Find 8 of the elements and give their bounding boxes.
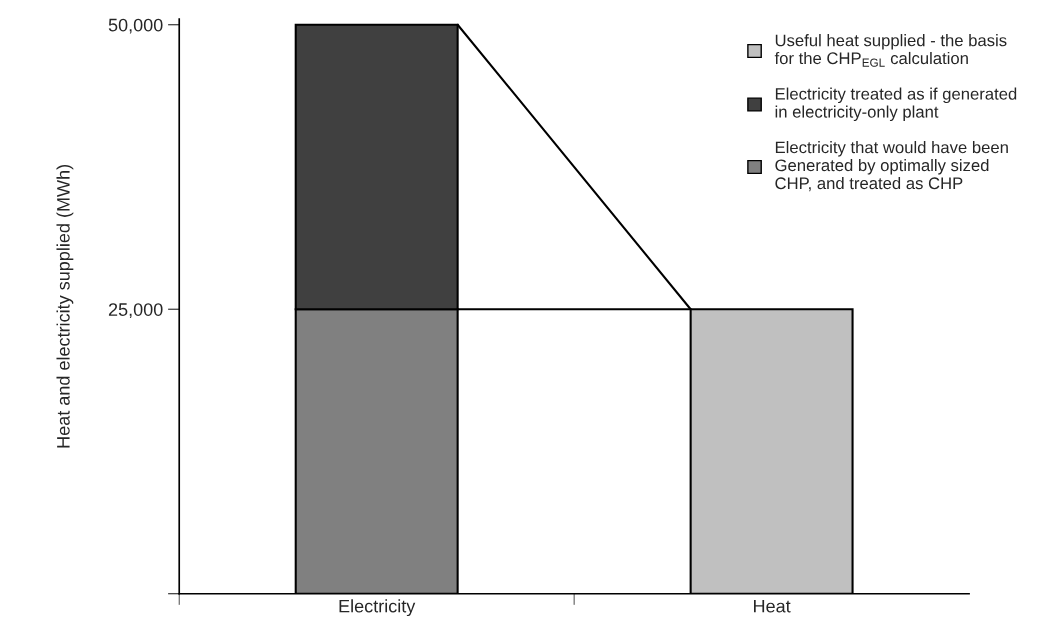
legend-label: Useful heat supplied - the basis for the CHP$_{EGL}$ calculation	[774, 34, 1007, 67]
legend-label: Electricity that would have been Generated by optimally sized CHP, and treated as CHP	[775, 141, 1008, 192]
y-tick-label: 25,000	[108, 303, 163, 319]
x-tick-label: Electricity	[339, 599, 416, 617]
y-tick-label: 50,000	[108, 18, 163, 34]
legend-label: Electricity treated as if generated in electricity-only plant	[775, 87, 1017, 122]
y-axis-title: Heat and electricity supplied (MWh)	[56, 165, 74, 448]
x-tick-label: Heat	[754, 599, 791, 613]
